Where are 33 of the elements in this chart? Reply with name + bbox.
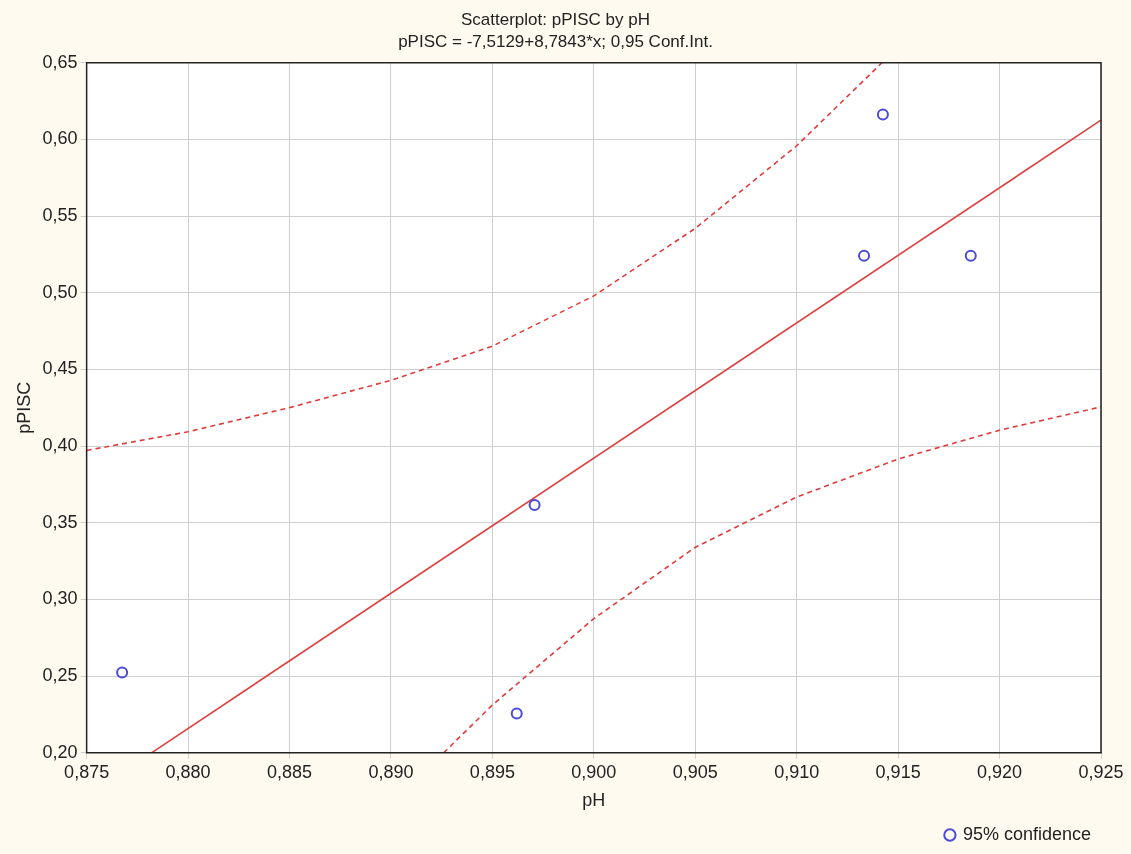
y-tick-label: 0,35	[42, 511, 78, 532]
y-tick-label: 0,60	[42, 128, 78, 149]
y-tick-label: 0,25	[42, 665, 78, 686]
point	[858, 249, 871, 262]
y-tick-label: 0,30	[42, 588, 78, 609]
x-axis-title: pH	[582, 790, 606, 811]
x-tick-label: 0,880	[165, 761, 211, 782]
x-tick-label: 0,875	[64, 761, 110, 782]
point	[510, 707, 523, 720]
y-axis-title: pPISC	[13, 381, 34, 434]
x-tick-label: 0,905	[672, 761, 718, 782]
point	[116, 666, 129, 679]
x-tick-label: 0,920	[977, 761, 1023, 782]
x-tick-label: 0,910	[774, 761, 820, 782]
chart-subtitle: pPISC = -7,5129+8,7843*x; 0,95 Conf.Int.	[398, 32, 713, 52]
x-tick-label: 0,900	[571, 761, 617, 782]
point	[876, 108, 889, 121]
x-tick-label: 0,925	[1078, 761, 1124, 782]
chart-title: Scatterplot: pPISC by pH	[461, 9, 650, 29]
y-tick-label: 0,20	[42, 741, 78, 762]
x-tick-label: 0,890	[368, 761, 414, 782]
x-tick-label: 0,885	[266, 761, 313, 782]
line-series	[86, 62, 883, 452]
y-tick-label: 0,50	[42, 281, 78, 302]
point	[528, 499, 541, 512]
y-tick-label: 0,40	[42, 435, 78, 456]
x-tick-label: 0,915	[875, 761, 921, 782]
y-tick-label: 0,55	[42, 205, 78, 226]
x-tick-label: 0,895	[469, 761, 515, 782]
legend-label: 95% confidence	[962, 823, 1091, 844]
y-tick-label: 0,45	[42, 358, 78, 379]
point	[964, 249, 977, 262]
y-tick-label: 0,65	[42, 51, 78, 72]
